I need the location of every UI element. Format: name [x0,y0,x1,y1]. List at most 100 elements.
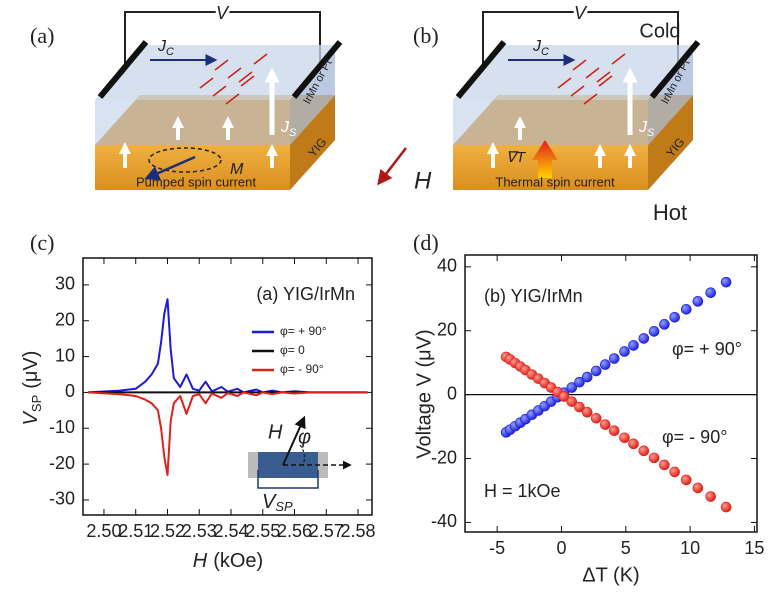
scatter-point [705,287,716,299]
scatter-point [680,474,692,486]
subscript: SP [29,395,44,412]
symbol: J [157,38,167,55]
white-arrows [487,116,636,168]
voltage-label: V [216,3,230,23]
spin-arrows [557,53,626,105]
wire [124,11,321,68]
x-tick-label: 2.57 [309,521,344,541]
subscript: S [647,127,655,139]
scatter-point [692,296,704,307]
voltage-label: V [574,3,588,23]
charge-current-label: JC [157,38,174,58]
yig-side [648,95,693,190]
scatter-point [566,382,578,393]
series-line [88,391,368,476]
x-tick-label: 2.53 [182,521,217,541]
cold-label: Cold [639,20,680,42]
scatter-point [619,432,630,444]
scatter-point [705,491,716,502]
scatter-point [648,452,660,464]
y-tick-label: 20 [55,309,75,329]
spin-arrows [199,53,268,105]
scatter-point [638,445,650,457]
electrode [97,40,149,99]
panel-label: (c) [30,230,54,255]
annotation: H = 1kOe [484,481,561,501]
symbol: J [280,119,290,136]
plot-frame [464,254,758,533]
y-tick-label: -20 [431,447,457,467]
symbol: H [193,550,208,572]
scatter-point [648,326,660,337]
annotation: (a) YIG/IrMn [256,284,355,304]
unit: (kOe) [213,550,263,572]
x-tick-label: 0 [556,538,566,558]
plot-frame [82,257,373,516]
inset-voltage-label: VSP [262,491,293,514]
x-tick-label: 2.56 [277,521,312,541]
x-axis-label: H (kOe) [193,550,263,572]
metal-front [453,100,648,145]
caption: Pumped spin current [136,174,256,189]
gradient-arrow [532,140,558,178]
x-tick-label: 2.58 [341,521,376,541]
metal-side [290,45,335,145]
panel-b: (b) V Cold JC JS IrMn or Pt YIG ∇T Therm… [413,0,701,225]
x-axis-label: ΔT (K) [582,564,639,586]
gradient-label: ∇T [506,149,527,166]
subscript: SP [275,499,293,514]
electrode [649,40,701,99]
electrode [455,40,507,99]
y-tick-label: -10 [49,417,75,437]
scatter-point [599,359,611,370]
symbol: V [20,410,42,425]
y-tick-label: 30 [55,274,75,294]
x-tick-label: 2.52 [150,521,185,541]
x-tick-label: 2.55 [245,521,280,541]
metal-side [648,45,693,145]
scatter-point [628,340,639,351]
x-tick-label: 15 [744,538,764,558]
y-tick-label: -40 [431,511,457,531]
scatter-point [692,482,704,494]
scatter-point [581,371,593,383]
y-tick-label: 40 [437,256,457,276]
legend-label: φ= 0 [280,343,305,357]
inset-field-arrow [282,415,306,466]
x-tick-label: 10 [680,538,700,558]
series-label: φ= - 90° [662,427,727,447]
series-label: φ= + 90° [672,339,742,359]
spin-current-label: JS [638,119,655,139]
yig-side [290,95,335,190]
y-axis-label: Voltage V (μV) [413,329,435,458]
scatter-point [720,501,732,513]
unit: (μV) [20,351,42,389]
inset-bracket [257,470,319,489]
symbol: V [262,491,277,513]
x-tick-label: 2.51 [118,521,153,541]
y-tick-label: 10 [55,345,75,365]
magnetization-label: M [230,161,244,178]
series-line [88,298,368,394]
y-tick-label: 20 [437,319,457,339]
scatter-point [590,365,602,377]
subscript: C [541,46,549,58]
scatter-point [608,425,620,437]
metal-front [95,100,290,145]
inset-angle-label: φ [298,426,311,448]
subscript: C [166,46,174,58]
scatter-point [566,396,578,407]
x-tick-label: -5 [489,538,505,558]
scatter-point [590,412,602,424]
scatter-point [581,406,593,418]
scatter-point [680,304,692,315]
hot-label: Hot [653,200,687,225]
annotation: (b) YIG/IrMn [484,286,583,306]
subscript: S [289,127,297,139]
scatter-point [659,319,670,330]
symbol: J [532,38,542,55]
x-tick-label: 5 [621,538,631,558]
scatter-point [558,391,570,402]
scatter-point [574,376,585,388]
